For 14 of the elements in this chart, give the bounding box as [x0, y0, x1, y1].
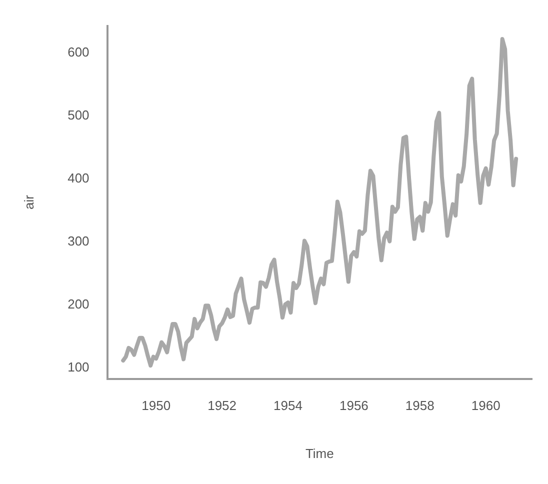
x-axis-title: Time — [305, 446, 334, 461]
x-tick-label: 1956 — [339, 398, 368, 414]
x-tick-label: 1950 — [142, 398, 171, 414]
y-tick-label: 200 — [68, 296, 90, 312]
x-tick-label: 1960 — [471, 398, 500, 414]
x-tick-label: 1958 — [405, 398, 434, 414]
x-tick-label: 1952 — [208, 398, 236, 414]
y-axis-title: air — [21, 194, 36, 210]
x-tick-label: 1954 — [274, 398, 302, 414]
y-tick-label: 100 — [68, 360, 90, 375]
y-tick-label: 600 — [68, 44, 90, 60]
y-tick-label: 500 — [68, 108, 90, 123]
y-tick-label: 300 — [68, 234, 90, 249]
y-tick-label: 400 — [68, 170, 90, 186]
